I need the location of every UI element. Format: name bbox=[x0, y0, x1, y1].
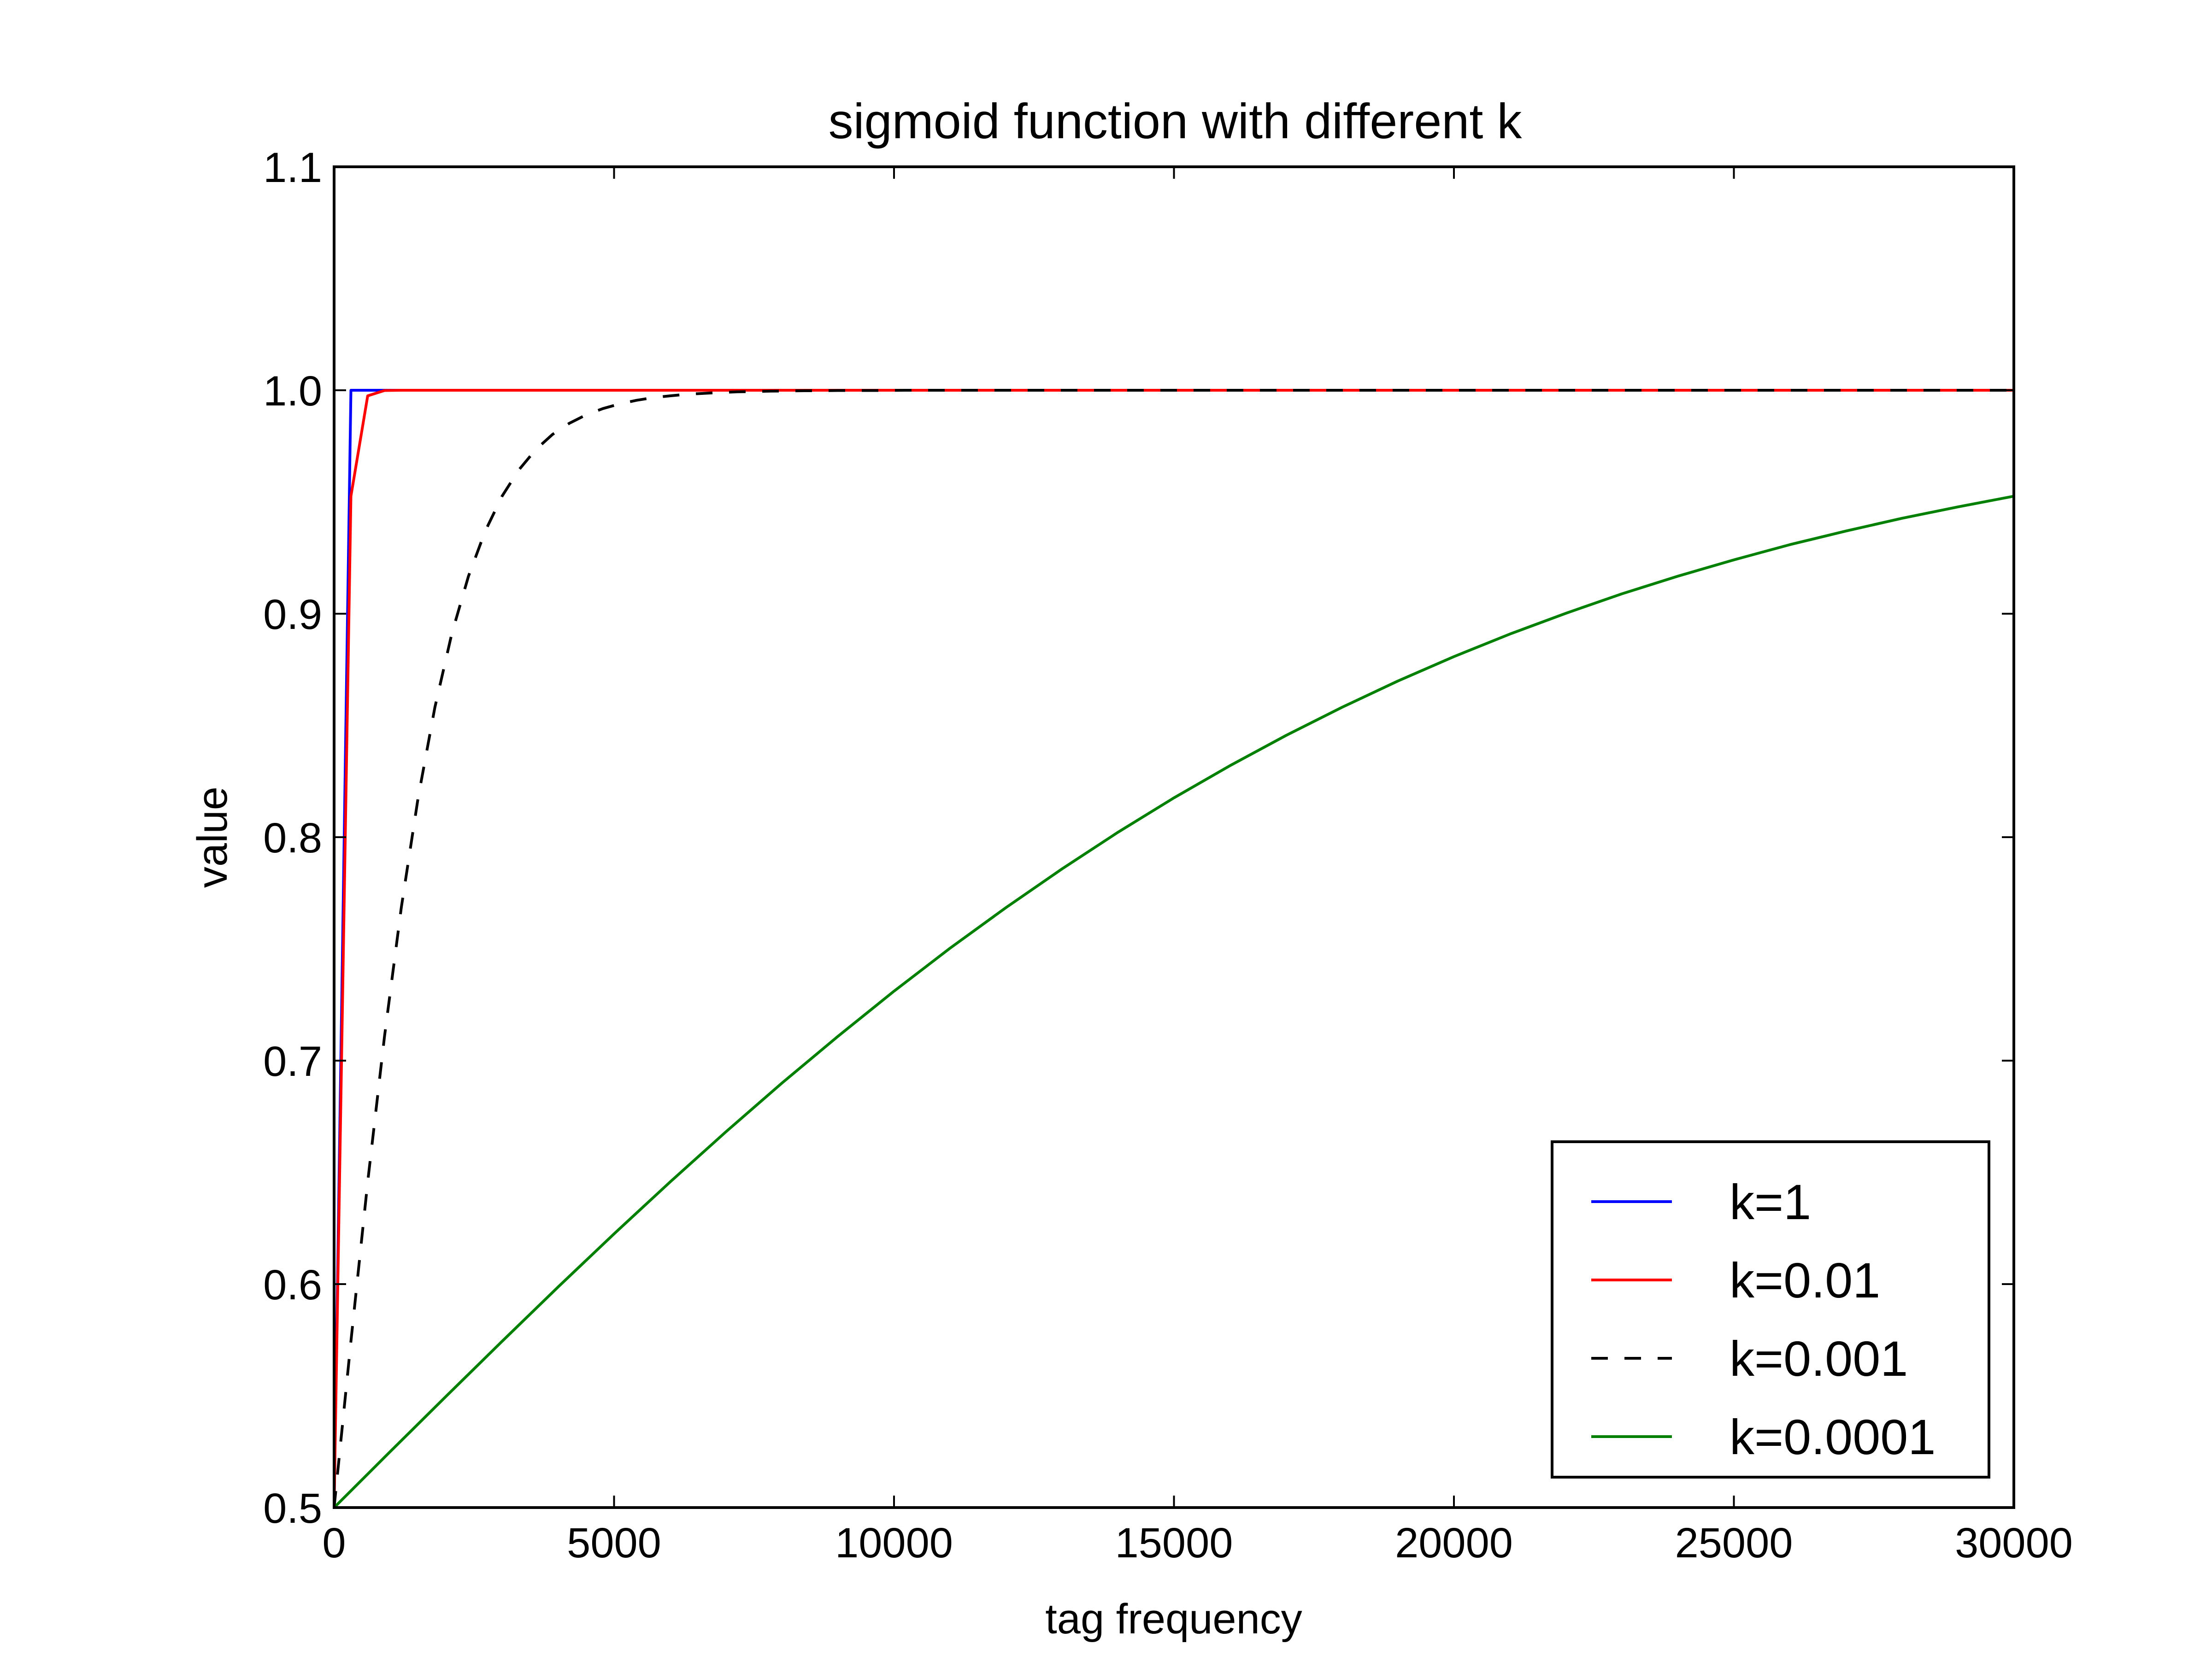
legend-label-2: k=0.001 bbox=[1730, 1331, 1908, 1386]
x-tick-label: 0 bbox=[322, 1520, 346, 1567]
y-tick-label: 0.5 bbox=[263, 1485, 322, 1532]
y-tick-label: 0.6 bbox=[263, 1262, 322, 1309]
y-axis-label: value bbox=[189, 786, 236, 888]
legend-label-1: k=0.01 bbox=[1730, 1252, 1880, 1308]
series-line-2 bbox=[333, 389, 2014, 1508]
y-tick-label: 1.0 bbox=[263, 368, 322, 415]
x-tick-label: 25000 bbox=[1675, 1520, 1793, 1567]
y-tick-label: 0.8 bbox=[263, 815, 322, 862]
legend-label-0: k=1 bbox=[1730, 1174, 1811, 1230]
x-tick-label: 20000 bbox=[1395, 1520, 1513, 1567]
legend-label-3: k=0.0001 bbox=[1730, 1409, 1936, 1465]
y-tick-label: 0.9 bbox=[263, 591, 322, 638]
y-tick-label: 1.1 bbox=[263, 144, 322, 191]
x-tick-label: 15000 bbox=[1115, 1520, 1233, 1567]
legend-box bbox=[1551, 1140, 1990, 1479]
x-axis-label: tag frequency bbox=[1045, 1596, 1302, 1643]
y-tick-labels: 0.5 0.6 0.7 0.8 0.9 1.0 1.1 bbox=[263, 144, 322, 1532]
x-tick-labels: 0 5000 10000 15000 20000 25000 30000 bbox=[322, 1520, 2073, 1567]
legend: k=1 k=0.01 k=0.001 k=0.0001 bbox=[1551, 1140, 1990, 1479]
legend-items: k=1 k=0.01 k=0.001 k=0.0001 bbox=[1591, 1174, 1936, 1465]
x-tick-label: 10000 bbox=[835, 1520, 953, 1567]
ticks-group bbox=[333, 166, 2015, 1508]
y-tick-label: 0.7 bbox=[263, 1038, 322, 1085]
chart-title: sigmoid function with different k bbox=[829, 93, 1523, 149]
x-tick-label: 30000 bbox=[1955, 1520, 2073, 1567]
series-group bbox=[333, 389, 2014, 1509]
x-tick-label: 5000 bbox=[567, 1520, 661, 1567]
series-line-3 bbox=[333, 494, 2014, 1509]
